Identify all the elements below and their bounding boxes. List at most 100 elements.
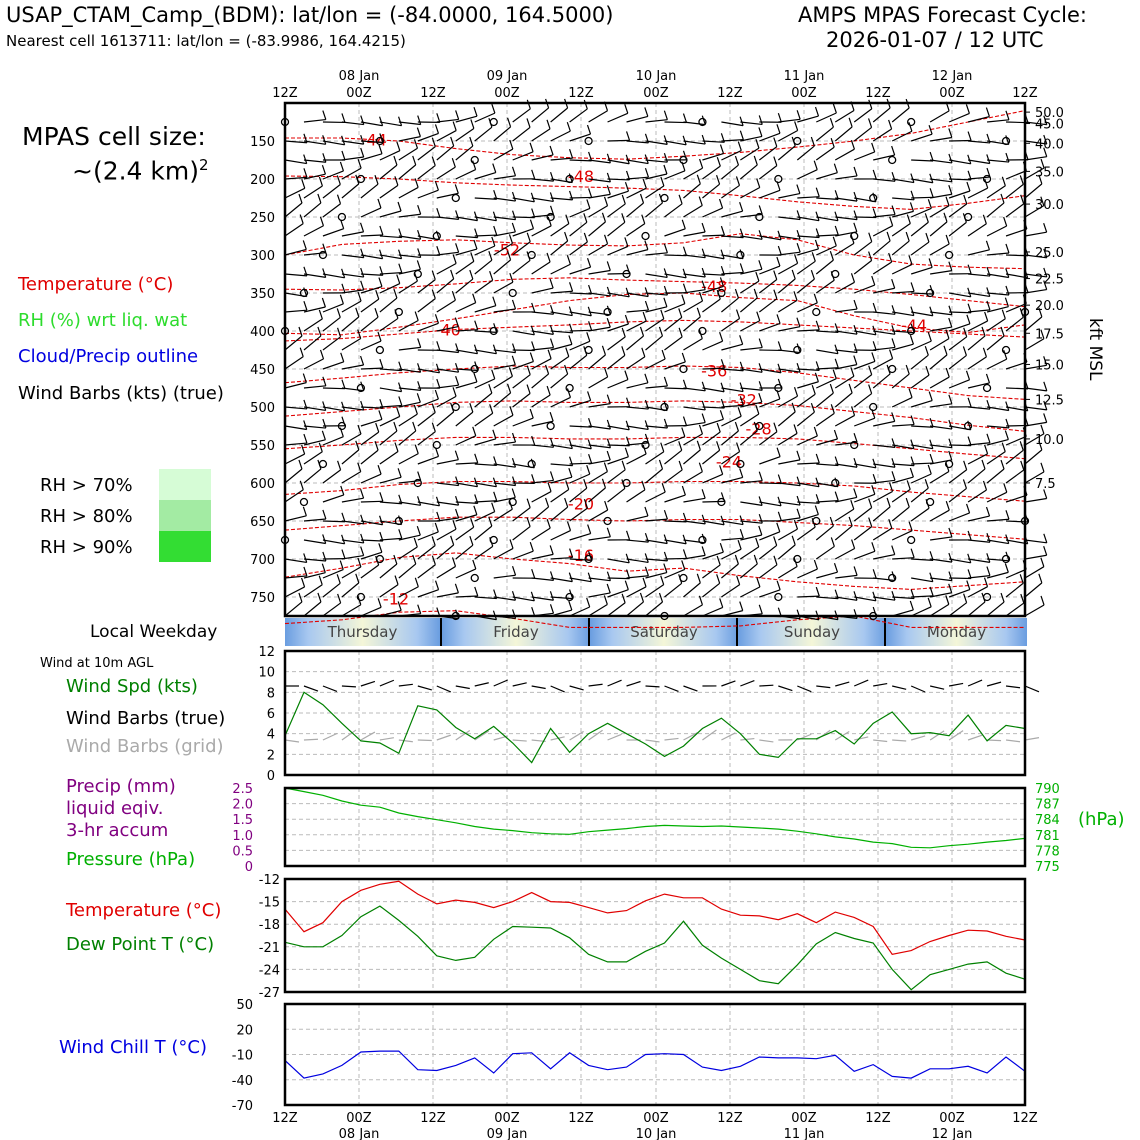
wind-barb-flag bbox=[682, 283, 688, 293]
wind-barb-flag bbox=[1005, 268, 1010, 278]
wind-barb bbox=[664, 336, 683, 351]
wind-barb bbox=[607, 323, 629, 332]
wind-barb bbox=[702, 183, 720, 199]
wind-barb bbox=[645, 252, 668, 256]
wind-barb-flag bbox=[507, 383, 512, 394]
wind-barb bbox=[778, 129, 798, 142]
pressure-tick-label: 500 bbox=[250, 401, 275, 416]
wind-barb bbox=[341, 300, 362, 313]
wind-barb bbox=[436, 325, 459, 332]
wind-barb-flag bbox=[321, 164, 327, 175]
wind-barb-flag bbox=[396, 141, 401, 151]
wind-barb-flag bbox=[397, 249, 403, 259]
wind-barb bbox=[607, 444, 630, 447]
wind-barb-flag bbox=[925, 365, 930, 376]
wind-barb-flag bbox=[832, 369, 837, 379]
wind-barb-flag bbox=[1043, 222, 1048, 233]
panel-frame bbox=[283, 649, 1027, 777]
wind-barb-flag bbox=[1038, 573, 1043, 584]
wind-barb bbox=[474, 216, 497, 222]
wind-barb-flag bbox=[568, 335, 573, 345]
wind-barb bbox=[664, 539, 687, 545]
wind-barb bbox=[569, 207, 591, 218]
wind-barb-flag bbox=[927, 199, 932, 209]
wind-barb bbox=[322, 406, 345, 412]
wind-barb bbox=[892, 290, 915, 294]
wind-barb bbox=[929, 603, 950, 617]
wind-barb-flag bbox=[777, 474, 782, 484]
wind-barb bbox=[740, 413, 760, 427]
wind-barb-flag bbox=[965, 503, 971, 514]
wind-barb-flag bbox=[716, 422, 721, 433]
wind-barb-flag bbox=[621, 194, 626, 205]
wind-barb-flag bbox=[793, 424, 798, 434]
wind-barb bbox=[284, 468, 303, 484]
cell-size-text: ~(2.4 km) bbox=[72, 156, 199, 186]
wind-barb bbox=[379, 404, 402, 408]
top-time-label: 00Z bbox=[494, 86, 520, 101]
wind-barb-flag bbox=[814, 106, 820, 117]
calm-circle bbox=[508, 497, 517, 507]
wind-barb bbox=[569, 340, 591, 351]
wind-barb-flag bbox=[985, 506, 991, 517]
wind-barb bbox=[303, 273, 326, 278]
wind-barb bbox=[835, 197, 858, 202]
wind-barb bbox=[740, 235, 763, 240]
wind-barb bbox=[948, 203, 968, 218]
wind-barb-flag bbox=[853, 210, 858, 220]
wind-barb-flag bbox=[299, 347, 304, 357]
pressure-label: Pressure (hPa) bbox=[66, 849, 196, 870]
wind-barb bbox=[284, 489, 304, 503]
wind-barb-flag bbox=[321, 563, 326, 573]
wind-barb-flag bbox=[473, 505, 478, 515]
wind-barb-flag bbox=[641, 214, 646, 224]
wind-barb bbox=[664, 582, 683, 598]
calm-circle bbox=[622, 269, 631, 279]
wind-barb bbox=[929, 205, 950, 218]
wind-barb-flag bbox=[588, 151, 593, 162]
wind-barb-flag bbox=[491, 103, 496, 114]
wind-barb-flag bbox=[469, 269, 474, 280]
wind-barb-flag bbox=[928, 391, 933, 401]
wind-barb-flag bbox=[813, 160, 818, 170]
wind-barb bbox=[588, 592, 611, 598]
wind-barb-flag bbox=[644, 287, 649, 297]
wind-barb bbox=[948, 558, 971, 564]
calm-circle bbox=[679, 155, 688, 165]
wind-barb bbox=[929, 243, 950, 256]
wind-barb bbox=[967, 558, 990, 563]
wind-barb-flag bbox=[378, 277, 383, 287]
wind-barb-flag bbox=[967, 287, 972, 297]
top-time-label: 00Z bbox=[939, 86, 965, 101]
wind-barb-flag bbox=[509, 539, 514, 549]
top-time-label: 12Z bbox=[272, 86, 298, 101]
wind-barb bbox=[626, 539, 649, 543]
wind-barb-flag bbox=[341, 113, 346, 123]
wind-barb-flag bbox=[303, 566, 308, 577]
calm-circle bbox=[584, 136, 593, 146]
wind-barb-flag bbox=[1005, 285, 1010, 296]
wind-barb bbox=[815, 126, 834, 142]
wind-barb-flag bbox=[393, 288, 398, 299]
wind-barb bbox=[474, 482, 497, 488]
wind-barb-flag bbox=[889, 349, 894, 359]
wind-barb-flag bbox=[966, 314, 971, 325]
wind-barb bbox=[531, 261, 551, 275]
wind-barb-flag bbox=[925, 499, 930, 509]
wind-barb-flag bbox=[417, 604, 422, 614]
wind-barb-flag bbox=[526, 365, 531, 375]
surface-wind-barb bbox=[778, 685, 793, 692]
wind-barb bbox=[797, 169, 818, 180]
wind-barb-flag bbox=[871, 352, 876, 362]
wind-barb-flag bbox=[756, 178, 761, 188]
wind-barb-flag bbox=[601, 345, 607, 356]
wind-barb bbox=[872, 373, 891, 389]
wind-barb bbox=[645, 601, 663, 617]
bottom-time-label: 00Z bbox=[939, 1111, 965, 1126]
wind-barb-flag bbox=[943, 345, 948, 356]
wind-barb-flag bbox=[737, 407, 742, 417]
isotherm-label: -52 bbox=[494, 241, 520, 260]
wind-barb-flag bbox=[511, 191, 517, 202]
calm-circle bbox=[944, 250, 954, 260]
